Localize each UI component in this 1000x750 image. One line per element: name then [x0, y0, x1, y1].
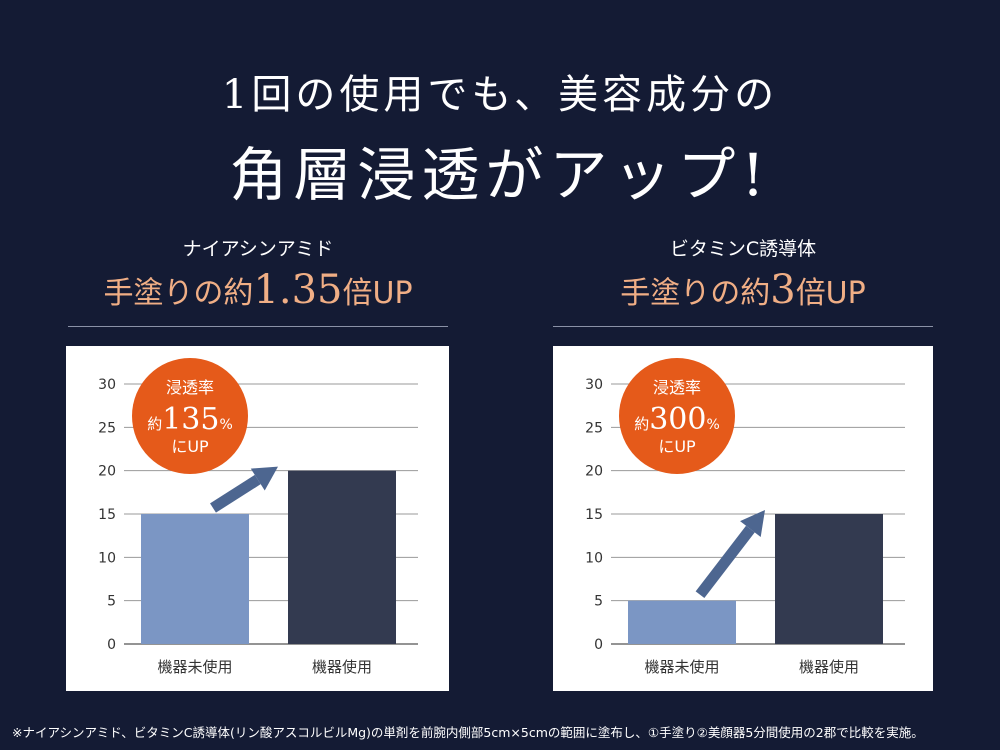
ingredient-name: ビタミンC誘導体: [669, 238, 817, 260]
increase-arrow: [695, 525, 755, 599]
divider-line: [553, 326, 933, 327]
claim-text: 手塗りの約1.35倍UP: [103, 267, 413, 313]
claim-suffix: 倍UP: [795, 276, 866, 311]
badge-value-line: 約300%: [634, 402, 720, 437]
x-category-label: 機器使用: [312, 658, 372, 676]
bar-without-device: [628, 600, 736, 644]
badge-label: 浸透率: [653, 378, 701, 397]
claim-suffix: 倍UP: [342, 276, 413, 311]
x-category-label: 機器未使用: [157, 658, 232, 676]
y-tick-label: 10: [98, 550, 116, 566]
y-tick-label: 0: [107, 637, 116, 653]
badge-value: 135: [162, 402, 219, 437]
bar-without-device: [141, 514, 249, 644]
badge-prefix: 約: [147, 415, 162, 433]
x-category-label: 機器未使用: [644, 658, 719, 676]
chart-card-vitamin-c: 0 5 10 15 20 25 30 機器未使用 機器使用 浸透率 約300% にUP: [553, 346, 933, 691]
badge-label: 浸透率: [166, 378, 214, 397]
y-tick-label: 25: [585, 420, 603, 436]
panel-header-vitamin-c: ビタミンC誘導体 手塗りの約3倍UP: [553, 234, 933, 313]
claim-value: 1.35: [253, 267, 343, 313]
headline-line1: 1回の使用でも、美容成分の: [221, 72, 779, 118]
penetration-badge: [132, 358, 248, 474]
panel-header-niacinamide: ナイアシンアミド 手塗りの約1.35倍UP: [68, 234, 448, 313]
y-tick-label: 20: [585, 464, 603, 480]
badge-prefix: 約: [634, 415, 649, 433]
chart-card-niacinamide: 0 5 10 15 20 25 30 機器未使用 機器使用 浸透率 約135% にUP: [66, 346, 449, 691]
badge-suffix: にUP: [171, 437, 209, 456]
claim-value: 3: [770, 267, 796, 313]
footnote: ※ナイアシンアミド、ビタミンC誘導体(リン酸アスコルビルMg)の単剤を前腕内側部…: [12, 725, 924, 740]
y-tick-label: 5: [594, 594, 603, 610]
y-tick-label: 15: [585, 507, 603, 523]
increase-arrow-head: [740, 510, 765, 537]
increase-arrow-head: [250, 466, 278, 491]
badge-suffix: にUP: [658, 437, 696, 456]
y-tick-label: 0: [594, 637, 603, 653]
badge-unit: %: [219, 417, 232, 433]
bar-with-device: [775, 514, 883, 644]
y-tick-label: 30: [98, 377, 116, 393]
y-tick-label: 30: [585, 377, 603, 393]
badge-value: 300: [649, 402, 706, 437]
badge-unit: %: [706, 417, 719, 433]
headline-line2: 角層浸透がアップ!: [229, 141, 771, 209]
claim-prefix: 手塗りの約: [620, 276, 771, 311]
x-category-label: 機器使用: [799, 658, 859, 676]
penetration-badge: [619, 358, 735, 474]
y-tick-label: 5: [107, 594, 116, 610]
ingredient-name: ナイアシンアミド: [182, 238, 334, 260]
badge-value-line: 約135%: [147, 402, 233, 437]
y-tick-label: 20: [98, 464, 116, 480]
claim-prefix: 手塗りの約: [103, 276, 254, 311]
y-tick-label: 10: [585, 550, 603, 566]
y-tick-label: 25: [98, 420, 116, 436]
claim-text: 手塗りの約3倍UP: [620, 267, 866, 313]
increase-arrow: [210, 474, 261, 513]
y-tick-label: 15: [98, 507, 116, 523]
bar-with-device: [288, 470, 396, 644]
divider-line: [68, 326, 448, 327]
